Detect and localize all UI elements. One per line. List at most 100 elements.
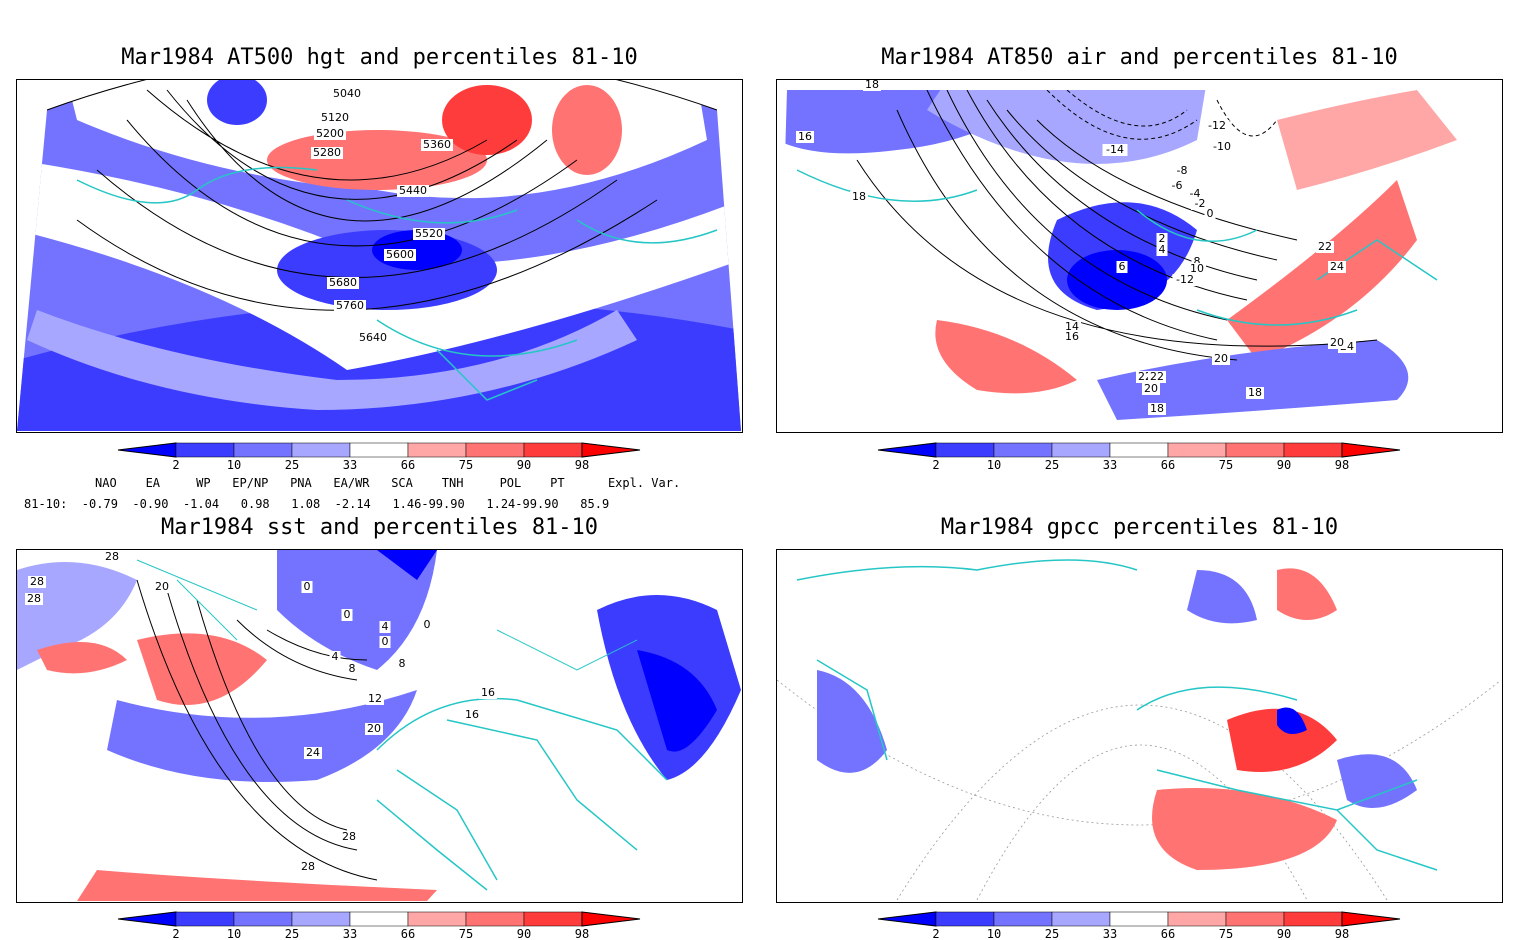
contour-label-bg [319,112,351,124]
contour-label: 18 [852,190,866,203]
colorbar-tick-label: 2 [172,927,179,940]
contour-label: 2 [1159,232,1166,245]
contour-label: 20 [155,580,169,593]
colorbar: 2 10 25 33 66 75 90 98 [877,441,1408,472]
colorbar-tick-label: 10 [227,927,241,940]
colorbar-segment [465,442,525,458]
contour-label-bg [1328,337,1346,349]
contour-label-bg [301,581,313,593]
contour-label: 5440 [399,184,427,197]
colorbar-tick-label: 33 [1103,458,1117,472]
precip-anomaly-red [1277,568,1337,620]
colorbar-arrow-high [1341,442,1401,458]
precip-anomaly-blue [1187,570,1257,624]
contour-label: 12 [368,692,382,705]
contour-label: 18 [865,80,879,91]
colorbar-tick-label: 90 [1277,458,1291,472]
contour-label-bg [365,723,383,735]
colorbar-tick-label: 25 [1045,458,1059,472]
colorbar-segment [407,442,467,458]
map-panel-sst: 28 28 20 28 0 0 4 0 0 4 8 8 12 16 16 20 24 28 28 [16,549,743,903]
colorbar-arrow-low [117,442,177,458]
contour-label-bg [1172,274,1198,286]
warm-anomaly [552,85,622,175]
contour-label-bg [1148,403,1166,415]
contour-label: 20 [1214,352,1228,365]
ocean-anomaly-cold [377,550,437,580]
contour-label: 28 [301,860,315,873]
contour-label: -8 [1177,164,1188,177]
contour-label-bg [346,663,358,675]
contour-label-bg [28,576,46,588]
temperature-contours [856,90,1378,361]
contour-label: 28 [27,592,41,605]
contour-label-bg [850,191,868,203]
colorbar-segment [175,911,235,927]
contour-label: 8 [399,657,406,670]
contour-label: -12 [1208,119,1226,132]
contour-label: 5600 [386,248,414,261]
contour-label-bg [1063,331,1081,343]
colorbar-segment [349,911,409,927]
temperature-contours-dashed [1046,90,1278,140]
map-panel-hgt500: 5040 5120 5200 5280 5360 5440 5520 5600 5680 5760… [16,79,743,433]
warm-anomaly [442,85,532,155]
contour-label: 16 [798,130,812,143]
colorbar-tick-label: 2 [172,458,179,472]
contour-label-bg [384,249,416,261]
coastlines [796,559,1438,871]
ocean-anomaly-cold [637,650,717,752]
contour-label: 5680 [329,276,357,289]
height-contours [76,89,658,311]
colorbar-segment [1225,442,1285,458]
precip-anomaly-blue [1277,707,1307,734]
map-panel-gpcc [776,549,1503,903]
contour-label: -10 [1213,140,1231,153]
colorbar-tick-label: 90 [517,458,531,472]
colorbar-tick-label: 90 [1277,927,1291,940]
colorbar-segment [291,911,351,927]
colorbar-segment [291,442,351,458]
cold-anomaly [1097,340,1409,420]
contour-label: -12 [1176,273,1194,286]
colorbar-arrow-low [877,911,937,927]
colorbar-segment [233,911,293,927]
colorbar-segment [349,442,409,458]
contour-label-bg [1156,233,1168,245]
contour-label: 5640 [359,331,387,344]
contour-label-bg [1204,120,1230,132]
contour-label: 16 [1065,330,1079,343]
contour-label: 10 [1190,262,1204,275]
contour-label: 28 [342,830,356,843]
contour-label: 5120 [321,111,349,124]
colorbar-tick-label: 10 [987,458,1001,472]
colorbar-tick-label: 75 [459,458,473,472]
contour-label-bg [463,709,481,721]
colorbar-tick-label: 75 [1219,458,1233,472]
contour-label-bg [1156,244,1168,256]
contour-label-bg [366,693,384,705]
colorbar-arrow-low [117,911,177,927]
contour-label-bg [397,185,429,197]
contour-label: 0 [344,608,351,621]
colorbar-segment [1283,442,1343,458]
colorbar-arrow-low [877,442,937,458]
contour-label-bg [1316,241,1334,253]
colorbar-segment [935,442,995,458]
contour-label: 4 [332,650,339,663]
panel-title-hgt500: Mar1984 AT500 hgt and percentiles 81-10 [121,45,638,70]
colorbar-tick-label: 90 [517,927,531,940]
contour-label: 5760 [336,299,364,312]
ocean-anomaly [107,690,417,782]
teleconnection-header: NAO EA WP EP/NP PNA EA/WR SCA TNH POL PT… [95,476,681,490]
colorbar-segment [1167,442,1227,458]
contour-label-bg [413,228,445,240]
contour-label: 0 [424,618,431,631]
colorbar-tick-label: 98 [1335,458,1349,472]
colorbar: 2 10 25 33 66 75 90 98 [117,441,648,472]
colorbar-segment [1051,442,1111,458]
colorbar-segment [407,911,467,927]
precip-anomaly-red [1227,708,1337,772]
country-borders [136,559,638,671]
contour-label-bg [379,636,391,648]
